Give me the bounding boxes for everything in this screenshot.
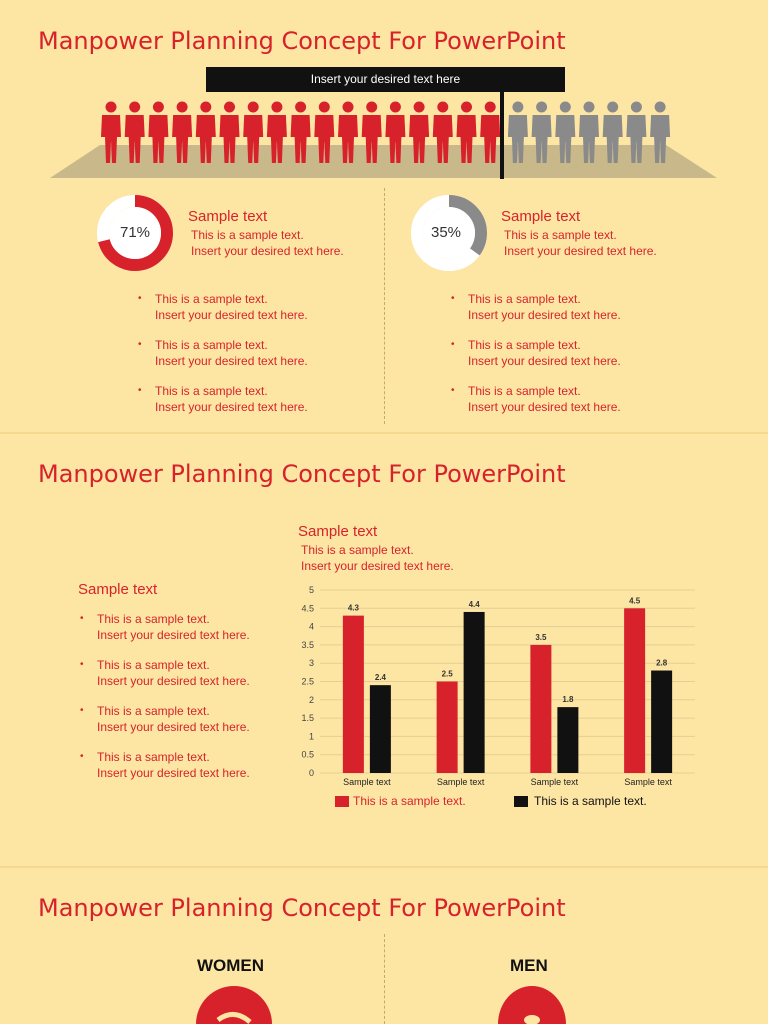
woman-head-icon: [196, 986, 272, 1024]
slide-1: Manpower Planning Concept For PowerPoint…: [0, 0, 768, 432]
donut-35-label: 35%: [430, 224, 462, 241]
bar-chart: 0 0.5 1 1.5 2 2.5 3 3.5 4 4.5 5 4.3 2.4 Sample text 2.…: [301, 585, 695, 787]
legend-label-series-1: This is a sample text.: [353, 794, 466, 808]
person-silhouette-icon: [507, 101, 528, 163]
man-head-icon: [498, 986, 566, 1024]
right-bullet-2: This is a sample text.Insert your desire…: [451, 337, 621, 369]
left-bullet-1: This is a sample text.Insert your desire…: [138, 291, 308, 323]
person-silhouette-icon: [361, 101, 382, 163]
women-label: WOMEN: [197, 956, 265, 975]
slide-3: Manpower Planning Concept For PowerPoint…: [0, 868, 768, 1024]
x-category-label: Sample text: [624, 777, 672, 787]
left-heading: Sample text: [188, 208, 268, 225]
y-tick-label: 1: [309, 731, 314, 741]
legend-swatch-series-2: [514, 796, 528, 807]
person-silhouette-icon: [172, 101, 193, 163]
person-silhouette-icon: [243, 101, 264, 163]
bar-series-1: [530, 644, 552, 773]
chart-desc: This is a sample text. Insert your desire…: [301, 543, 454, 573]
y-tick-label: 3.5: [301, 640, 314, 650]
right-heading: Sample text: [501, 208, 581, 225]
slide-title: Manpower Planning Concept For PowerPoint: [38, 27, 566, 55]
bar-series-2: [651, 670, 673, 773]
data-label: 2.5: [442, 670, 454, 679]
y-tick-label: 0: [309, 768, 314, 778]
data-label: 2.4: [375, 673, 387, 682]
person-silhouette-icon: [195, 101, 216, 163]
person-silhouette-icon: [124, 101, 145, 163]
right-bullet-1: This is a sample text.Insert your desire…: [451, 291, 621, 323]
left-bullet-3: This is a sample text.Insert your desire…: [138, 383, 308, 415]
y-tick-label: 0.5: [301, 750, 314, 760]
people-row: [50, 92, 717, 179]
person-silhouette-icon: [148, 101, 169, 163]
legend-label-series-2: This is a sample text.: [534, 794, 647, 808]
person-silhouette-icon: [101, 101, 121, 163]
slide-2: Manpower Planning Concept For PowerPoint…: [0, 434, 768, 866]
y-tick-label: 2: [309, 695, 314, 705]
bar-series-1: [624, 608, 646, 773]
legend-swatch-series-1: [335, 796, 349, 807]
x-category-label: Sample text: [437, 777, 485, 787]
person-silhouette-icon: [579, 101, 599, 163]
slide-title: Manpower Planning Concept For PowerPoint: [38, 460, 566, 488]
donut-71: [97, 195, 173, 271]
person-silhouette-icon: [266, 101, 287, 163]
data-label: 4.4: [469, 600, 481, 609]
person-silhouette-icon: [650, 101, 671, 163]
person-silhouette-icon: [290, 101, 311, 163]
person-silhouette-icon: [385, 101, 406, 163]
data-label: 3.5: [535, 633, 547, 642]
bar-series-1: [436, 681, 458, 773]
person-silhouette-icon: [314, 101, 335, 163]
side-bullet-4: This is a sample text.Insert your desire…: [80, 749, 250, 781]
gender-divider: [384, 934, 385, 1024]
person-silhouette-icon: [480, 101, 501, 163]
y-tick-label: 5: [309, 585, 314, 595]
person-silhouette-icon: [602, 101, 623, 163]
y-tick-label: 1.5: [301, 713, 314, 723]
section-divider: [384, 188, 385, 424]
bar-series-2: [557, 707, 579, 773]
banner: Insert your desired text here: [206, 67, 565, 92]
person-silhouette-icon: [555, 101, 576, 163]
x-category-label: Sample text: [343, 777, 391, 787]
person-silhouette-icon: [219, 101, 240, 163]
slide-separator: [0, 866, 768, 868]
person-silhouette-icon: [338, 101, 358, 163]
right-bullet-3: This is a sample text.Insert your desire…: [451, 383, 621, 415]
slide-title: Manpower Planning Concept For PowerPoint: [38, 894, 566, 922]
chart-heading: Sample text: [298, 523, 378, 540]
data-label: 1.8: [562, 695, 574, 704]
x-category-label: Sample text: [531, 777, 579, 787]
right-desc: This is a sample text. Insert your desire…: [504, 228, 657, 258]
side-heading: Sample text: [78, 581, 158, 598]
donut-71-label: 71%: [119, 224, 151, 241]
person-silhouette-icon: [456, 101, 477, 163]
person-silhouette-icon: [432, 101, 453, 163]
data-label: 2.8: [656, 659, 668, 668]
side-bullet-3: This is a sample text.Insert your desire…: [80, 703, 250, 735]
bar-series-1: [342, 615, 364, 773]
slide-separator: [0, 432, 768, 434]
y-tick-label: 4.5: [301, 603, 314, 613]
person-silhouette-icon: [531, 101, 552, 163]
y-tick-label: 3: [309, 658, 314, 668]
y-tick-label: 2.5: [301, 677, 314, 687]
bar-series-2: [369, 685, 391, 773]
data-label: 4.3: [348, 604, 360, 613]
side-bullet-1: This is a sample text.Insert your desire…: [80, 611, 250, 643]
person-silhouette-icon: [409, 101, 430, 163]
data-label: 4.5: [629, 596, 641, 605]
side-bullet-2: This is a sample text.Insert your desire…: [80, 657, 250, 689]
left-desc: This is a sample text. Insert your desire…: [191, 228, 344, 258]
floor-platform: [50, 145, 717, 178]
person-silhouette-icon: [626, 101, 647, 163]
bar-series-2: [463, 611, 485, 773]
left-bullet-2: This is a sample text.Insert your desire…: [138, 337, 308, 369]
men-label: MEN: [510, 956, 548, 975]
donut-35: [411, 195, 487, 271]
y-tick-label: 4: [309, 622, 314, 632]
